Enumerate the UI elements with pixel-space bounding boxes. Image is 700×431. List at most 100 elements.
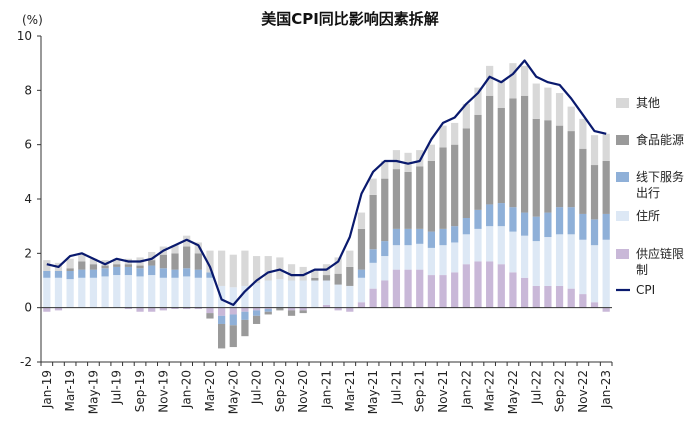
x-tick-label: Sep-19 — [133, 370, 147, 412]
bar-segment-series-2 — [532, 216, 540, 242]
legend-swatch — [616, 172, 629, 182]
bar-segment-series-0 — [439, 275, 447, 308]
x-tick-label: May-22 — [506, 370, 520, 414]
x-tick-label: May-19 — [86, 370, 100, 414]
y-tick-label: 6 — [24, 138, 32, 152]
bar-segment-series-3 — [381, 178, 389, 242]
bar-segment-series-0 — [451, 272, 459, 308]
bar-segment-series-0 — [218, 307, 226, 316]
x-tick-label: Mar-19 — [63, 370, 77, 411]
bar-segment-series-1 — [486, 226, 494, 262]
bar-segment-series-2 — [159, 268, 167, 278]
bar-segment-series-4 — [544, 87, 552, 121]
bar-segment-series-3 — [252, 315, 261, 324]
bar-segment-series-2 — [451, 226, 459, 243]
bar-segment-series-3 — [392, 169, 401, 229]
bar-segment-series-0 — [486, 261, 494, 308]
bar-segment-series-3 — [357, 228, 366, 270]
cpi-line — [46, 59, 607, 306]
bar-segment-series-1 — [474, 228, 482, 262]
bar-segment-series-0 — [299, 307, 307, 311]
bar-segment-series-0 — [43, 307, 51, 312]
bar-segment-series-1 — [66, 279, 74, 308]
bar-segment-series-3 — [89, 264, 98, 270]
x-tick-label: Jan-22 — [459, 370, 473, 409]
bar-segment-series-4 — [78, 253, 86, 262]
legend-swatch — [616, 135, 629, 145]
bar-segment-series-2 — [218, 315, 226, 324]
x-tick-label: Jul-21 — [389, 370, 403, 405]
bar-segment-series-3 — [555, 125, 564, 208]
x-tick-label: Mar-21 — [343, 370, 357, 411]
bar-segment-series-0 — [369, 288, 377, 308]
bar-segment-series-1 — [532, 241, 540, 286]
bar-segment-series-3 — [171, 253, 179, 270]
bar-segment-series-3 — [287, 310, 296, 316]
bar-segment-series-2 — [66, 270, 74, 280]
bar-segment-series-3 — [427, 160, 435, 232]
bar-segment-series-1 — [124, 275, 133, 308]
bar-segment-series-1 — [241, 285, 249, 308]
bar-segment-series-2 — [43, 270, 51, 278]
x-tick-label: May-21 — [366, 370, 380, 414]
bar-segment-series-3 — [346, 266, 354, 286]
bar-segment-series-4 — [404, 152, 412, 172]
bar-segment-series-0 — [171, 307, 179, 310]
bar-segment-series-0 — [404, 269, 412, 308]
bar-segment-series-1 — [136, 276, 144, 308]
bar-segment-series-4 — [89, 258, 98, 265]
bar-segment-series-1 — [346, 285, 354, 308]
bar-segment-series-0 — [159, 307, 167, 311]
x-tick-label: Nov-21 — [436, 370, 450, 413]
bar-segment-series-4 — [206, 250, 214, 273]
bar-segment-series-3 — [404, 171, 412, 229]
bar-segment-series-0 — [287, 307, 296, 311]
bar-segment-series-3 — [451, 144, 459, 227]
bar-segment-series-0 — [381, 280, 389, 308]
bar-segment-series-0 — [590, 302, 599, 308]
bar-segment-series-2 — [486, 204, 494, 227]
bar-segment-series-2 — [427, 231, 435, 248]
bar-segment-series-4 — [392, 150, 401, 170]
bar-segment-series-2 — [602, 213, 610, 240]
y-tick-label: 0 — [24, 301, 32, 315]
bar-segment-series-4 — [66, 258, 74, 269]
bar-segment-series-4 — [334, 257, 342, 274]
legend-label: 出行 — [636, 186, 660, 200]
bar-segment-series-0 — [183, 307, 191, 310]
bar-segment-series-0 — [194, 307, 202, 310]
bar-segment-series-0 — [509, 272, 517, 308]
bar-segment-series-3 — [462, 128, 470, 219]
legend-label: 其他 — [636, 96, 660, 110]
bar-segment-series-3 — [218, 323, 226, 349]
bar-segment-series-1 — [357, 277, 366, 303]
bar-segment-series-2 — [101, 268, 109, 277]
bar-segment-series-0 — [392, 269, 401, 308]
bar-segment-series-4 — [579, 118, 587, 149]
legend-label: CPI — [636, 283, 655, 297]
x-tick-label: Jan-20 — [180, 370, 194, 409]
x-tick-label: Nov-19 — [156, 370, 170, 413]
bar-segment-series-0 — [322, 304, 331, 308]
bar-segment-series-0 — [241, 307, 249, 312]
bar-segment-series-2 — [462, 218, 470, 235]
chart-title: 美国CPI同比影响因素拆解 — [261, 10, 439, 28]
bar-segment-series-2 — [357, 269, 366, 278]
x-tick-label: Nov-22 — [576, 370, 590, 413]
bar-segment-series-4 — [229, 254, 237, 288]
bar-segment-series-2 — [439, 228, 447, 246]
bar-segment-series-4 — [462, 103, 470, 129]
bar-segment-series-0 — [579, 294, 587, 308]
x-tick-label: Jul-20 — [250, 370, 264, 405]
bar-segment-series-3 — [78, 261, 86, 270]
bar-segment-series-1 — [183, 276, 191, 308]
bar-segment-series-1 — [590, 245, 599, 303]
bar-segment-series-4 — [311, 269, 319, 278]
legend-swatch — [616, 211, 629, 221]
bar-segment-series-2 — [404, 228, 412, 246]
bar-segment-series-3 — [497, 107, 505, 204]
bar-segment-series-4 — [101, 260, 109, 266]
bar-segment-series-1 — [101, 276, 109, 308]
bar-segment-series-1 — [252, 283, 261, 308]
